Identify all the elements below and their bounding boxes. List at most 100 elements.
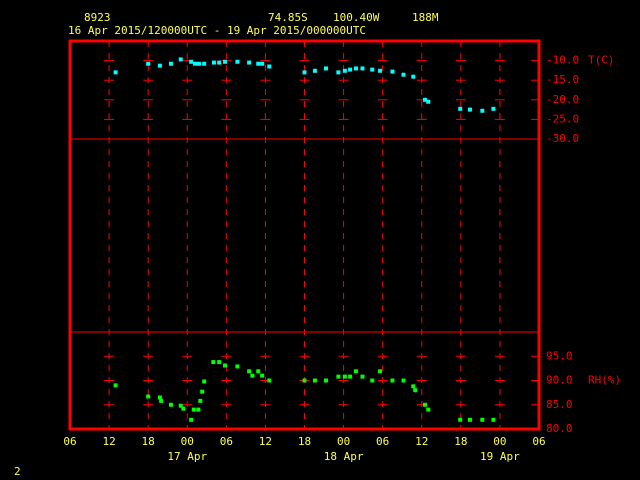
axis-label: RH(%) bbox=[588, 374, 621, 387]
data-point bbox=[189, 417, 194, 422]
data-point bbox=[217, 360, 222, 365]
day-label: 18 Apr bbox=[324, 450, 364, 463]
data-point bbox=[146, 61, 151, 66]
axis-label: T(C) bbox=[588, 54, 615, 67]
data-point bbox=[157, 395, 162, 400]
data-point bbox=[348, 67, 353, 72]
data-point bbox=[390, 378, 395, 383]
data-point bbox=[250, 373, 255, 378]
x-tick-label: 00 bbox=[181, 435, 194, 448]
data-point bbox=[348, 374, 353, 379]
data-point bbox=[256, 369, 261, 374]
data-point bbox=[411, 74, 416, 79]
y-tick-label: 80.0 bbox=[546, 422, 573, 435]
data-point bbox=[336, 70, 341, 75]
data-point bbox=[413, 388, 418, 393]
data-point bbox=[426, 99, 431, 104]
data-point bbox=[458, 106, 463, 111]
x-tick-label: 06 bbox=[376, 435, 389, 448]
data-point bbox=[168, 61, 173, 66]
data-point bbox=[146, 394, 151, 399]
day-label: 19 Apr bbox=[480, 450, 520, 463]
station-id: 8923 bbox=[84, 11, 111, 24]
data-point bbox=[178, 57, 183, 62]
page-number: 2 bbox=[14, 465, 21, 478]
data-point bbox=[491, 106, 496, 111]
data-point bbox=[200, 389, 205, 394]
data-point bbox=[353, 66, 358, 71]
data-point bbox=[267, 378, 272, 383]
data-point bbox=[113, 383, 118, 388]
data-point bbox=[458, 417, 463, 422]
data-point bbox=[342, 68, 347, 73]
y-tick-label: 95.0 bbox=[546, 349, 573, 362]
data-point bbox=[198, 398, 203, 403]
data-point bbox=[480, 108, 485, 113]
data-point bbox=[378, 68, 383, 73]
x-tick-label: 06 bbox=[220, 435, 233, 448]
y-tick-label: -10.0 bbox=[546, 54, 579, 67]
data-point bbox=[260, 61, 265, 66]
x-tick-label: 18 bbox=[298, 435, 311, 448]
data-point bbox=[159, 398, 164, 403]
data-point bbox=[235, 59, 240, 64]
data-point bbox=[423, 402, 428, 407]
data-point bbox=[312, 378, 317, 383]
data-point bbox=[157, 63, 162, 68]
data-point bbox=[423, 97, 428, 102]
data-point bbox=[323, 66, 328, 71]
data-point bbox=[426, 407, 431, 412]
y-tick-label: -25.0 bbox=[546, 112, 579, 125]
y-tick-label: -30.0 bbox=[546, 132, 579, 145]
x-tick-label: 00 bbox=[493, 435, 506, 448]
data-point bbox=[223, 363, 228, 368]
data-point bbox=[223, 59, 228, 64]
data-point bbox=[211, 60, 216, 65]
data-point bbox=[260, 373, 265, 378]
x-tick-label: 06 bbox=[532, 435, 545, 448]
data-point bbox=[378, 369, 383, 374]
data-point bbox=[217, 60, 222, 65]
data-point bbox=[202, 61, 207, 66]
data-point bbox=[336, 374, 341, 379]
data-point bbox=[267, 64, 272, 69]
x-tick-label: 12 bbox=[102, 435, 115, 448]
y-tick-label: 85.0 bbox=[546, 398, 573, 411]
data-point bbox=[467, 107, 472, 112]
data-point bbox=[181, 406, 186, 411]
data-point bbox=[235, 364, 240, 369]
time-range: 16 Apr 2015/120000UTC - 19 Apr 2015/0000… bbox=[68, 24, 366, 37]
data-point bbox=[256, 61, 261, 66]
data-point bbox=[211, 360, 216, 365]
y-tick-label: -20.0 bbox=[546, 93, 579, 106]
data-point bbox=[191, 407, 196, 412]
frame bbox=[68, 39, 541, 431]
data-point bbox=[390, 69, 395, 74]
x-tick-label: 12 bbox=[415, 435, 428, 448]
data-point bbox=[168, 402, 173, 407]
data-point bbox=[342, 374, 347, 379]
x-tick-label: 18 bbox=[142, 435, 155, 448]
data-point bbox=[113, 70, 118, 75]
data-point bbox=[202, 379, 207, 384]
data-point bbox=[196, 61, 201, 66]
x-tick-label: 06 bbox=[63, 435, 76, 448]
data-point bbox=[491, 417, 496, 422]
data-point bbox=[196, 407, 201, 412]
data-point bbox=[302, 378, 307, 383]
data-point bbox=[178, 403, 183, 408]
day-label: 17 Apr bbox=[167, 450, 207, 463]
data-point bbox=[401, 72, 406, 77]
data-point bbox=[193, 61, 198, 66]
x-tick-label: 12 bbox=[259, 435, 272, 448]
y-tick-label: 90.0 bbox=[546, 374, 573, 387]
elevation: 188M bbox=[412, 11, 439, 24]
data-point bbox=[411, 384, 416, 389]
data-point bbox=[370, 67, 375, 72]
latitude: 74.85S bbox=[268, 11, 308, 24]
data-point bbox=[467, 417, 472, 422]
data-point bbox=[189, 59, 194, 64]
x-tick-label: 00 bbox=[337, 435, 350, 448]
data-point bbox=[360, 66, 365, 71]
